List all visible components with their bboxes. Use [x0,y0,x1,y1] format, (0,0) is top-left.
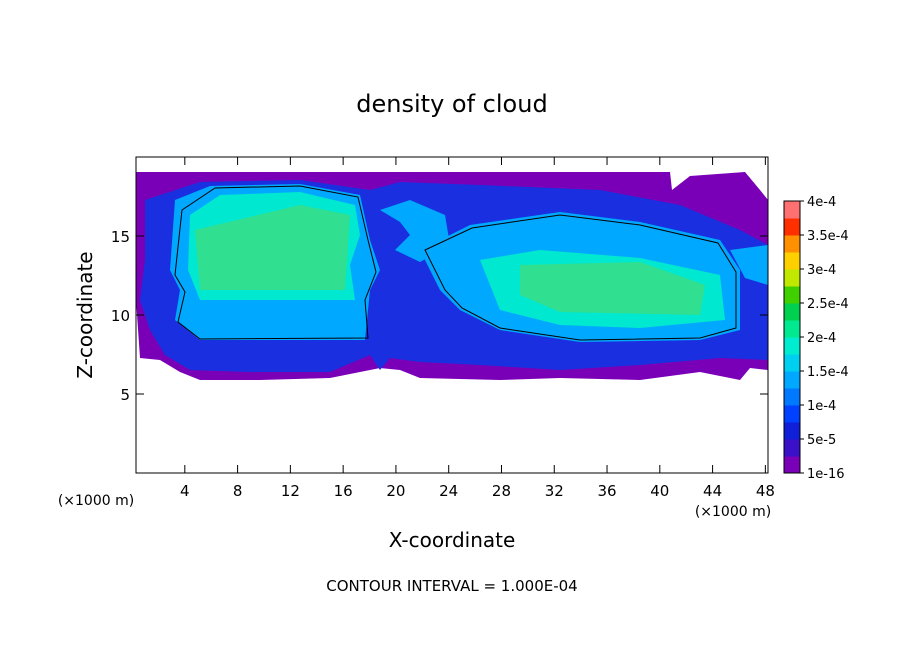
colorbar-swatch [784,456,800,474]
cloud-band [730,245,768,285]
footer-note: CONTOUR INTERVAL = 1.000E-04 [326,577,577,595]
y-tick-label: 5 [120,386,130,404]
colorbar-label: 4e-4 [807,195,836,210]
colorbar-swatch [784,439,800,457]
colorbar-swatch [784,354,800,372]
colorbar-label: 1e-4 [807,399,836,414]
colorbar-swatch [784,337,800,355]
x-tick-label: 24 [439,482,458,500]
contour-line [174,185,377,340]
colorbar-swatch [784,252,800,270]
colorbar-swatch [784,235,800,253]
colorbar-swatch [784,303,800,321]
cloud-band [520,262,705,315]
colorbar-swatch [784,201,800,219]
x-tick-label: 4 [180,482,190,500]
colorbar-swatch [784,422,800,440]
y-tick-label: 10 [111,307,130,325]
colorbar-swatch [784,388,800,406]
x-tick-label: 16 [334,482,353,500]
colorbar-label: 3.5e-4 [807,229,849,244]
x-tick-label: 8 [233,482,243,500]
cloud-field [136,172,768,380]
colorbar-swatch [784,218,800,236]
colorbar-label: 2e-4 [807,331,836,346]
contour-line [424,214,737,341]
y-tick-label: 15 [111,228,130,246]
x-tick-label: 20 [386,482,405,500]
x-tick-label: 32 [545,482,564,500]
colorbar-swatch [784,371,800,389]
x-tick-label: 48 [756,482,775,500]
colorbar-label: 3e-4 [807,263,836,278]
colorbar-swatch [784,320,800,338]
cloud-band [195,205,350,290]
x-tick-label: 36 [597,482,616,500]
x-tick-label: 40 [650,482,669,500]
x-tick-label: 12 [281,482,300,500]
x-tick-label: 44 [703,482,722,500]
colorbar-swatch [784,269,800,287]
x-tick-label: 28 [492,482,511,500]
colorbar-swatch [784,286,800,304]
colorbar-label: 1.5e-4 [807,365,849,380]
chart-title: density of cloud [356,90,547,118]
y-axis-label: Z-coordinate [73,251,97,378]
colorbar-label: 2.5e-4 [807,297,849,312]
colorbar-label: 1e-16 [807,467,845,482]
colorbar-label: 5e-5 [807,433,836,448]
y-unit-label: (×1000 m) [58,493,134,509]
x-axis-label: X-coordinate [389,528,516,552]
x-unit-label: (×1000 m) [695,504,771,520]
colorbar-swatch [784,405,800,423]
